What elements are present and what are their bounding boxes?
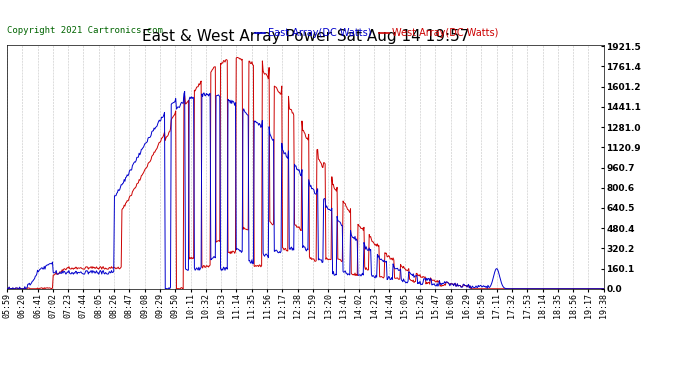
Title: East & West Array Power Sat Aug 14 19:57: East & West Array Power Sat Aug 14 19:57: [141, 29, 469, 44]
Text: Copyright 2021 Cartronics.com: Copyright 2021 Cartronics.com: [7, 26, 163, 35]
Legend: East Array(DC Watts), West Array(DC Watts): East Array(DC Watts), West Array(DC Watt…: [252, 24, 502, 42]
